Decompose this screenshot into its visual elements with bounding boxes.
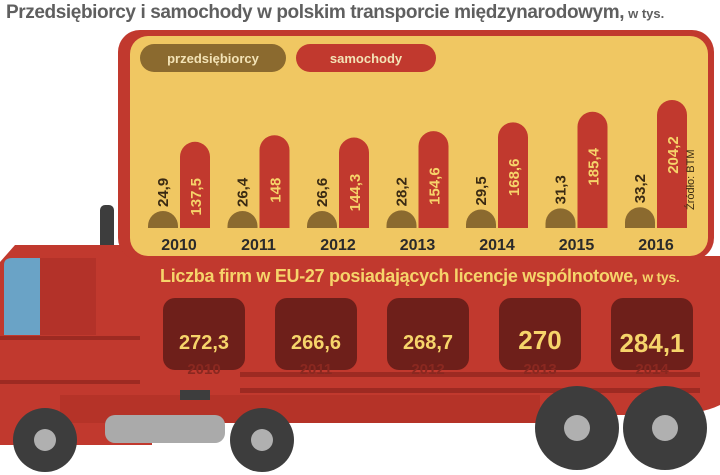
source-note: Źródło: BTM bbox=[685, 149, 697, 210]
stripe-2 bbox=[240, 388, 700, 393]
bar-firms-2016 bbox=[625, 207, 655, 228]
eu-box-2013 bbox=[499, 298, 581, 370]
label-trucks-2015: 185,4 bbox=[586, 147, 603, 185]
bar-trucks-2010 bbox=[180, 141, 210, 228]
bar-trucks-2011 bbox=[259, 135, 290, 228]
bar-trucks-2012 bbox=[339, 137, 369, 228]
bar-firms-2011 bbox=[227, 211, 258, 228]
eu-box-2011 bbox=[275, 298, 357, 370]
eu-box-2012 bbox=[387, 298, 469, 370]
bar-series-group: 24,9 137,5 2010 26,4 148 2011 26,6 144,3 2012 28,… bbox=[148, 100, 687, 254]
label-trucks-2010: 137,5 bbox=[188, 178, 205, 216]
wheel-middle bbox=[230, 408, 294, 472]
label-firms-2016: 33,2 bbox=[632, 174, 649, 203]
cab-line-low bbox=[0, 380, 150, 384]
tick-2013: 2013 bbox=[400, 237, 436, 254]
eu-year-2012: 2012 bbox=[411, 361, 444, 378]
eu-year-2013: 2013 bbox=[523, 361, 556, 378]
tick-2015: 2015 bbox=[559, 237, 595, 254]
bar-firms-2015 bbox=[545, 208, 576, 228]
eu-value-2010: 272,3 bbox=[179, 332, 229, 354]
eu-year-2011: 2011 bbox=[300, 361, 333, 378]
bar-firms-2012 bbox=[307, 211, 337, 228]
bar-firms-2013 bbox=[386, 210, 417, 228]
bar-trucks-2015 bbox=[577, 111, 608, 228]
tick-2014: 2014 bbox=[479, 237, 515, 254]
stripe-1 bbox=[240, 372, 700, 377]
legend-trucks: samochody bbox=[296, 44, 436, 72]
label-firms-2014: 29,5 bbox=[473, 176, 490, 205]
eu-box-2010 bbox=[163, 298, 245, 370]
label-firms-2011: 26,4 bbox=[235, 177, 252, 207]
eu-value-2014: 284,1 bbox=[619, 328, 684, 358]
tick-2010: 2010 bbox=[161, 237, 197, 254]
label-trucks-2014: 168,6 bbox=[506, 159, 523, 197]
legend-firms: przedsiębiorcy bbox=[140, 44, 286, 72]
bar-trucks-2016 bbox=[657, 100, 687, 228]
label-trucks-2011: 148 bbox=[268, 178, 285, 203]
wheel-rear-2 bbox=[623, 386, 707, 470]
eu-box-2014 bbox=[611, 298, 693, 370]
cab-door-panel bbox=[40, 258, 96, 335]
bar-firms-2014 bbox=[466, 209, 496, 228]
title-text: Przedsiębiorcy i samochody w polskim tra… bbox=[6, 2, 625, 23]
eu-boxes-group: 272,3 2010 266,6 2011 268,7 2012 270 2013 284,1 2… bbox=[163, 298, 693, 378]
bar-trucks-2014 bbox=[498, 122, 528, 228]
eu-value-2012: 268,7 bbox=[403, 332, 453, 354]
eu-value-2011: 266,6 bbox=[291, 332, 341, 354]
cab-line bbox=[0, 336, 150, 340]
eu-value-2013: 270 bbox=[518, 325, 561, 355]
fuel-tank bbox=[105, 415, 225, 443]
tick-2016: 2016 bbox=[638, 237, 674, 254]
hitch bbox=[180, 390, 210, 400]
bar-firms-2010 bbox=[148, 211, 178, 228]
tick-2012: 2012 bbox=[320, 237, 356, 254]
wheel-rear-1 bbox=[535, 386, 619, 470]
bar-trucks-2013 bbox=[418, 131, 449, 228]
eu-title-unit: w tys. bbox=[642, 269, 680, 285]
eu-table-title: Liczba firm w EU-27 posiadających licenc… bbox=[160, 266, 720, 287]
chart-title: Przedsiębiorcy i samochody w polskim tra… bbox=[6, 2, 720, 30]
label-trucks-2016: 204,2 bbox=[665, 136, 682, 174]
tick-2011: 2011 bbox=[241, 237, 276, 254]
eu-year-2010: 2010 bbox=[187, 361, 220, 378]
label-trucks-2012: 144,3 bbox=[347, 174, 364, 212]
label-firms-2010: 24,9 bbox=[155, 178, 172, 207]
title-unit: w tys. bbox=[628, 6, 665, 21]
eu-title-text: Liczba firm w EU-27 posiadających licenc… bbox=[160, 266, 638, 286]
label-firms-2015: 31,3 bbox=[553, 175, 570, 204]
eu-year-2014: 2014 bbox=[635, 361, 669, 378]
label-firms-2013: 28,2 bbox=[394, 177, 411, 206]
cab-window bbox=[4, 258, 40, 335]
label-trucks-2013: 154,6 bbox=[427, 167, 444, 205]
label-firms-2012: 26,6 bbox=[314, 178, 331, 207]
wheel-front bbox=[13, 408, 77, 472]
